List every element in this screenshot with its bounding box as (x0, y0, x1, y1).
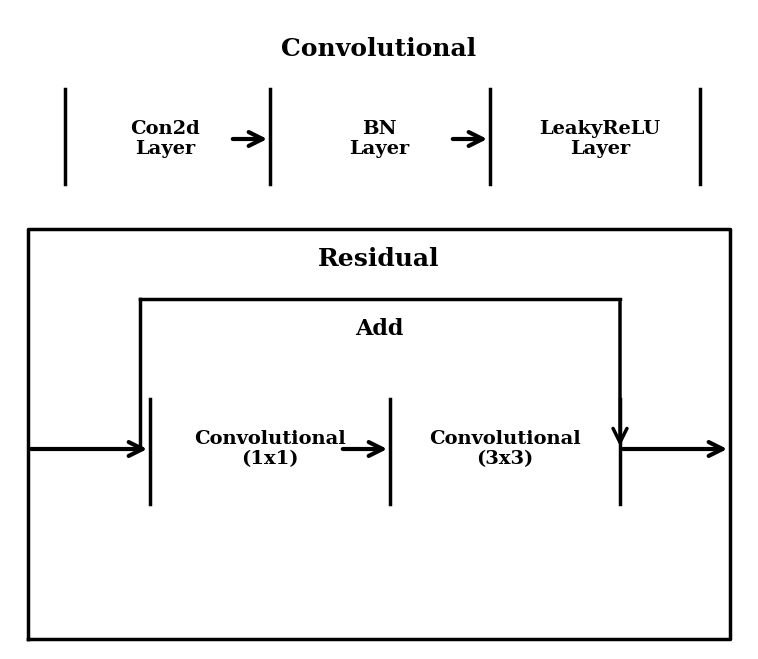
Text: Add: Add (355, 318, 403, 340)
Text: LeakyReLU
Layer: LeakyReLU Layer (540, 119, 660, 158)
Text: Convolutional: Convolutional (281, 37, 477, 61)
Text: Convolutional
(1x1): Convolutional (1x1) (194, 430, 346, 469)
Text: Convolutional
(3x3): Convolutional (3x3) (429, 430, 581, 469)
Text: Residual: Residual (318, 247, 440, 271)
Text: BN
Layer: BN Layer (349, 119, 409, 158)
Text: Con2d
Layer: Con2d Layer (130, 119, 200, 158)
